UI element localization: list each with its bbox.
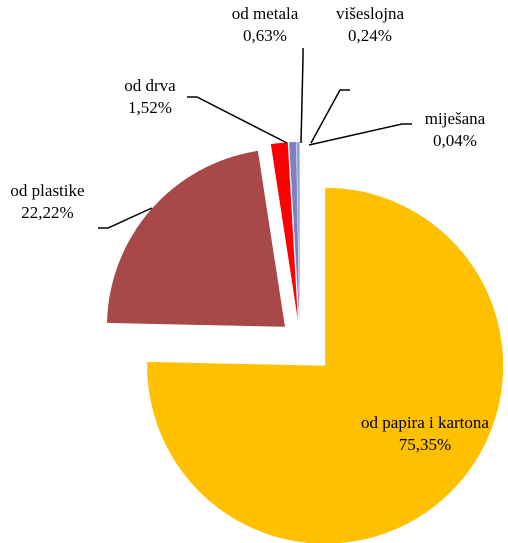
leader-line (187, 96, 288, 144)
value-label: 22,22% (21, 203, 74, 222)
slice-label: višeslojna 0,24% (320, 3, 420, 47)
value-label: 75,35% (398, 435, 452, 454)
leader-line (310, 89, 350, 144)
category-label: od metala (231, 4, 299, 23)
leader-line (308, 123, 412, 146)
category-label: od plastike (10, 181, 85, 200)
value-label: 1,52% (128, 98, 172, 117)
category-label: miješana (424, 109, 486, 128)
value-label: 0,24% (348, 26, 392, 45)
slice-label: miješana 0,04% (405, 108, 505, 152)
slice-label: od drva 1,52% (115, 75, 185, 119)
pie-slice (107, 150, 285, 327)
slice-label: od plastike 22,22% (5, 180, 90, 224)
leader-line (98, 207, 153, 229)
value-label: 0,04% (433, 131, 477, 150)
pie-slice (296, 142, 300, 321)
category-label: višeslojna (336, 4, 404, 23)
pie-slice (289, 142, 300, 321)
leader-line (300, 48, 304, 144)
category-label: od papira i kartona (361, 413, 489, 432)
pie-slice (147, 187, 504, 543)
slice-label: od papira i kartona 75,35% (360, 412, 490, 456)
value-label: 0,63% (243, 26, 287, 45)
pie-slice (270, 142, 298, 321)
slice-label: od metala 0,63% (220, 3, 310, 47)
category-label: od drva (124, 76, 176, 95)
